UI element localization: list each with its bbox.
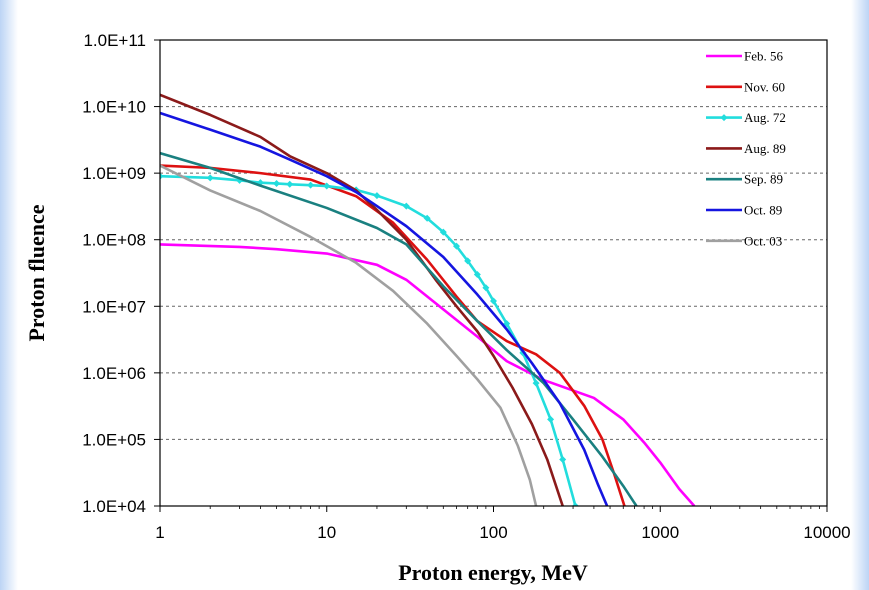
y-tick-label: 1.0E+05 <box>82 430 146 449</box>
legend-label-aug-72: Aug. 72 <box>744 110 786 125</box>
series-line-feb-56 <box>160 243 696 506</box>
series-layer <box>160 93 696 506</box>
data-point-aug-72 <box>439 228 447 236</box>
y-tick-label: 1.0E+11 <box>83 31 146 50</box>
data-point-aug-72 <box>490 297 497 305</box>
legend-label-sep-89: Sep. 89 <box>744 172 783 187</box>
data-point-aug-72 <box>402 202 410 210</box>
data-point-aug-72 <box>286 180 294 188</box>
data-point-aug-72 <box>307 181 315 189</box>
x-tick-label: 1000 <box>641 523 679 542</box>
legend-label-oct-89: Oct. 89 <box>744 203 782 218</box>
y-tick-label: 1.0E+04 <box>82 497 146 516</box>
data-point-aug-72 <box>482 284 490 292</box>
x-tick-label: 10000 <box>803 523 850 542</box>
x-tick-label: 1 <box>155 523 164 542</box>
data-point-aug-72 <box>373 192 381 200</box>
x-axis-title: Proton energy, MeV <box>398 560 588 585</box>
plot-border <box>159 39 828 507</box>
y-tick-labels: 1.0E+04 1.0E+05 1.0E+06 1.0E+07 1.0E+08 1.0E+… <box>82 31 160 516</box>
series-line-sep-89 <box>160 151 638 506</box>
legend: Feb. 56 Nov. 60 Aug. 72 Aug. 89 Sep. 89 Oct. … <box>706 49 786 248</box>
legend-marker-aug-72 <box>720 114 728 122</box>
y-axis-title: Proton fluence <box>24 204 49 341</box>
y-tick-label: 1.0E+06 <box>82 364 146 383</box>
data-point-aug-72 <box>160 172 164 180</box>
data-point-aug-72 <box>547 415 555 423</box>
legend-label-nov-60: Nov. 60 <box>744 79 785 94</box>
legend-label-aug-89: Aug. 89 <box>744 141 786 156</box>
data-point-aug-72 <box>453 242 461 250</box>
y-tick-label: 1.0E+10 <box>82 98 146 117</box>
series-line-oct-89 <box>160 111 609 506</box>
data-point-aug-72 <box>206 174 214 182</box>
data-point-aug-72 <box>423 214 431 222</box>
data-point-aug-72 <box>559 455 567 463</box>
data-point-aug-72 <box>273 179 281 187</box>
y-tick-label: 1.0E+08 <box>82 231 146 250</box>
plot-area <box>160 40 827 506</box>
series-line-oct-03 <box>160 164 538 506</box>
data-point-aug-72 <box>532 379 540 387</box>
x-tick-label: 100 <box>479 523 507 542</box>
data-point-aug-72 <box>571 502 579 506</box>
data-point-aug-72 <box>464 257 472 265</box>
data-point-aug-72 <box>473 271 481 279</box>
legend-label-feb-56: Feb. 56 <box>744 49 784 64</box>
x-tick-label: 10 <box>317 523 336 542</box>
y-tick-label: 1.0E+09 <box>82 164 146 183</box>
data-point-aug-72 <box>323 182 331 190</box>
x-tick-labels: 1 10 100 1000 10000 <box>155 506 851 542</box>
legend-label-oct-03: Oct. 03 <box>744 233 782 248</box>
y-tick-label: 1.0E+07 <box>82 297 146 316</box>
